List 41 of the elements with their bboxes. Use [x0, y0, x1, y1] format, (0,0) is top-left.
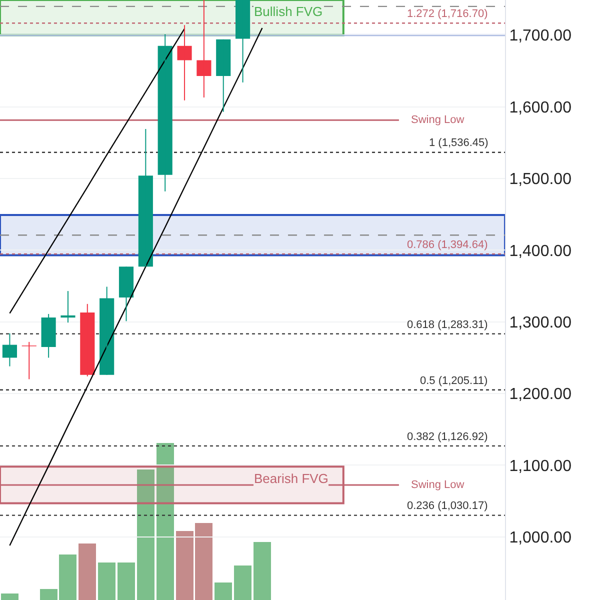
ref-line-label: 0.786 (1,394.64) [407, 239, 488, 251]
candlestick [236, 0, 250, 83]
y-tick-label: 1,600.00 [509, 99, 572, 116]
bar [98, 562, 116, 600]
candlestick [2, 332, 17, 367]
bar [136, 470, 154, 600]
candlestick [216, 38, 231, 112]
ref-line-label: 0.618 (1,283.31) [407, 319, 488, 331]
line-series [9, 28, 186, 314]
y-tick-label: 1,200.00 [509, 386, 572, 404]
y-tick-label: 1,700.00 [509, 28, 572, 45]
candlestick [196, 0, 212, 98]
candlestick [158, 34, 172, 192]
candlestick [41, 313, 56, 358]
candlestick [80, 303, 95, 377]
candlestick [60, 290, 76, 324]
y-tick-label: 1,100.00 [509, 458, 572, 475]
ref-line-label: 1 (1,536.45) [429, 137, 488, 149]
bar [118, 562, 135, 600]
bar [78, 543, 96, 600]
candlestick [177, 24, 192, 101]
band-label: Bullish FVG [254, 4, 323, 19]
ref-line-label: 0.236 (1,030.17) [407, 500, 488, 512]
y-tick-label: 1,400.00 [509, 242, 572, 260]
y-tick-label: 1,500.00 [509, 171, 572, 188]
ref-line-label: 0.382 (1,126.92) [407, 431, 488, 443]
candlestick [138, 128, 153, 268]
bar [214, 582, 232, 600]
ref-line-label: Swing Low [411, 479, 464, 491]
bar [234, 565, 252, 600]
ref-line-label: 0.5 (1,205.11) [420, 375, 488, 387]
band-label: Bearish FVG [254, 471, 328, 486]
bar [253, 542, 271, 600]
y-tick-label: 1,000.00 [509, 530, 572, 547]
bar [0, 594, 18, 600]
ref-line-label: 1.272 (1,716.70) [407, 8, 488, 20]
ref-line-label: Swing Low [411, 114, 464, 126]
bar [156, 443, 174, 600]
y-tick-label: 1,300.00 [509, 314, 572, 332]
candlestick [100, 286, 114, 376]
candlestick [118, 266, 134, 322]
